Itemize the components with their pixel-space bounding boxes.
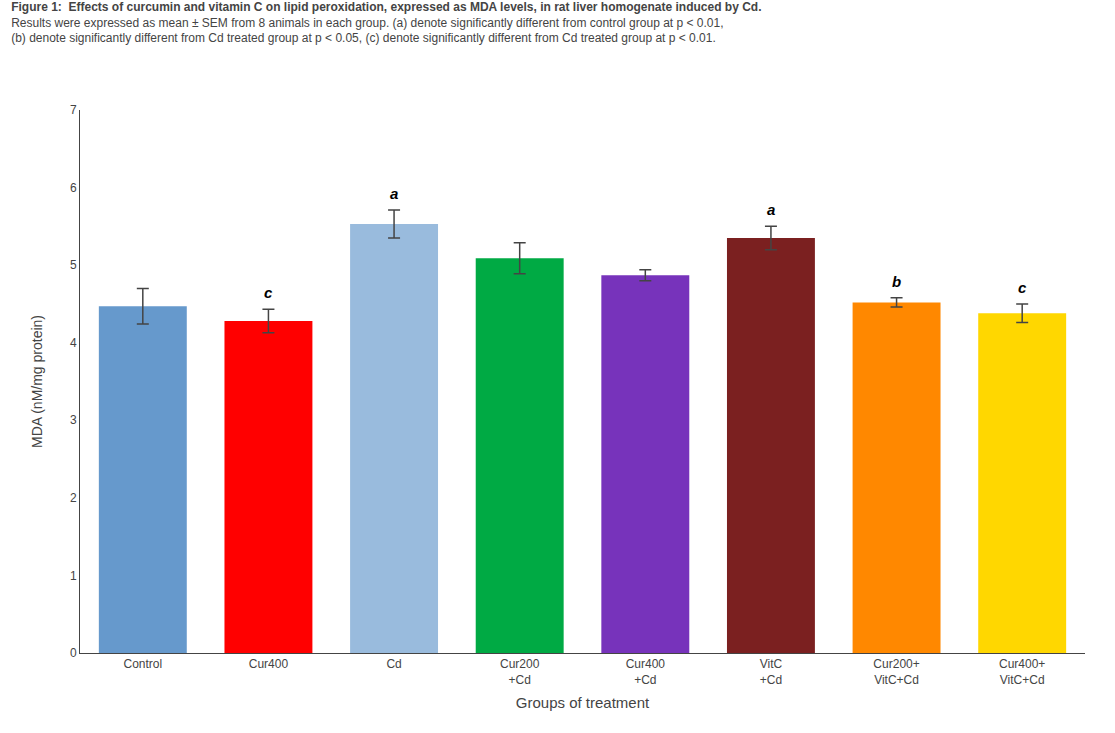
svg-text:Cur400: Cur400 (249, 657, 289, 671)
svg-text:4: 4 (70, 336, 77, 350)
svg-text:Cur200+Cd: Cur200+Cd (500, 657, 540, 687)
svg-text:0: 0 (70, 646, 77, 660)
svg-text:Cur200+VitC+Cd: Cur200+VitC+Cd (873, 657, 919, 687)
svg-text:a: a (390, 185, 398, 202)
svg-text:Groups of treatment: Groups of treatment (516, 694, 650, 711)
svg-text:b: b (892, 273, 901, 290)
svg-text:6: 6 (70, 181, 77, 195)
svg-text:3: 3 (70, 413, 77, 427)
svg-text:Control: Control (123, 657, 162, 671)
svg-text:5: 5 (70, 258, 77, 272)
svg-text:Cur400+Cd: Cur400+Cd (626, 657, 666, 687)
svg-text:Cur400+VitC+Cd: Cur400+VitC+Cd (999, 657, 1045, 687)
svg-text:2: 2 (70, 491, 77, 505)
svg-text:a: a (767, 201, 775, 218)
svg-text:c: c (264, 284, 273, 301)
svg-text:MDA (nM/mg protein): MDA (nM/mg protein) (29, 315, 45, 448)
svg-text:1: 1 (70, 569, 77, 583)
svg-text:VitC+Cd: VitC+Cd (760, 657, 783, 687)
svg-text:c: c (1018, 279, 1027, 296)
svg-text:Figure 1: Effects of curcumin: Figure 1: Effects of curcumin and vitami… (11, 0, 761, 45)
svg-text:Cd: Cd (386, 657, 401, 671)
svg-text:7: 7 (70, 103, 77, 117)
